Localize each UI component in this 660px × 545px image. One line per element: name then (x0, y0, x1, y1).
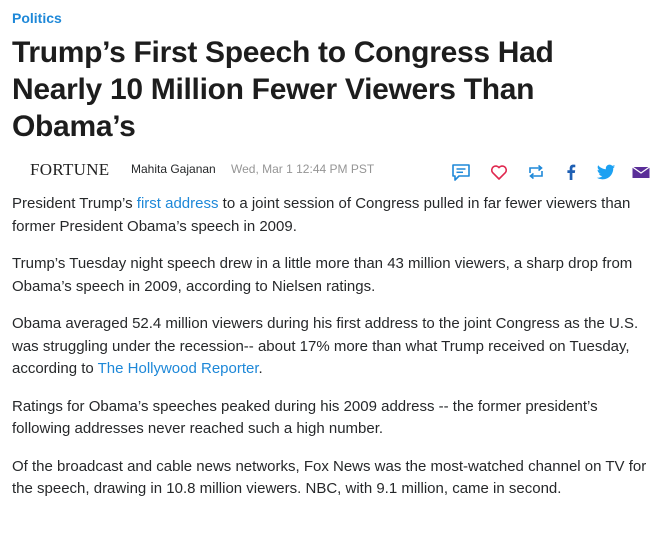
first-address-link[interactable]: first address (136, 195, 219, 212)
publish-date: Wed, Mar 1 12:44 PM PST (231, 162, 375, 176)
author-name: Mahita Gajanan (131, 162, 216, 176)
byline: FORTUNE Mahita Gajanan Wed, Mar 1 12:44 … (12, 156, 652, 186)
article-body: President Trump’s first address to a joi… (12, 193, 652, 516)
hollywood-reporter-link[interactable]: The Hollywood Reporter (97, 360, 259, 377)
paragraph: Ratings for Obama’s speeches peaked duri… (12, 397, 598, 438)
retweet-icon[interactable] (525, 161, 547, 183)
category-link[interactable]: Politics (12, 10, 62, 26)
paragraph: Trump’s Tuesday night speech drew in a l… (12, 255, 633, 295)
heart-icon[interactable] (488, 161, 510, 183)
publisher-logo: FORTUNE (30, 160, 110, 179)
mail-icon[interactable] (630, 161, 652, 183)
twitter-icon[interactable] (595, 161, 617, 183)
paragraph: Of the broadcast and cable news networks… (12, 457, 647, 498)
headline: Trump’s First Speech to Congress Had Nea… (12, 36, 554, 143)
paragraph: Obama averaged 52.4 million viewers duri… (12, 315, 639, 377)
paragraph: President Trump’s first address to a joi… (12, 195, 631, 235)
comment-icon[interactable] (450, 161, 472, 183)
facebook-icon[interactable] (560, 161, 582, 183)
